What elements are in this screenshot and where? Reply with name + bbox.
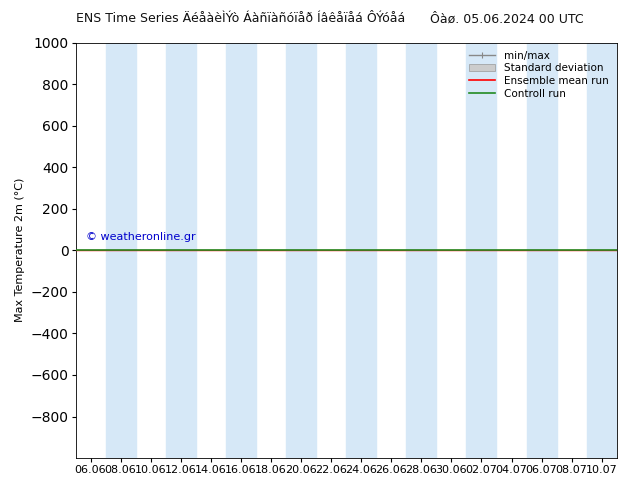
Bar xyxy=(346,43,376,458)
Text: © weatheronline.gr: © weatheronline.gr xyxy=(86,232,196,242)
Text: Ôàø. 05.06.2024 00 UTC: Ôàø. 05.06.2024 00 UTC xyxy=(430,12,584,25)
Y-axis label: Max Temperature 2m (°C): Max Temperature 2m (°C) xyxy=(15,178,25,322)
Legend: min/max, Standard deviation, Ensemble mean run, Controll run: min/max, Standard deviation, Ensemble me… xyxy=(466,48,612,102)
Bar xyxy=(527,43,557,458)
Bar xyxy=(586,43,617,458)
Bar xyxy=(226,43,256,458)
Bar xyxy=(165,43,196,458)
Bar xyxy=(286,43,316,458)
Text: ENS Time Series ÄéåàèÌÝò Áàñïàñóïåð Íâêåïåá ÔÝóåá: ENS Time Series ÄéåàèÌÝò Áàñïàñóïåð Íâêå… xyxy=(76,12,406,25)
Bar xyxy=(106,43,136,458)
Bar xyxy=(467,43,496,458)
Bar xyxy=(406,43,436,458)
